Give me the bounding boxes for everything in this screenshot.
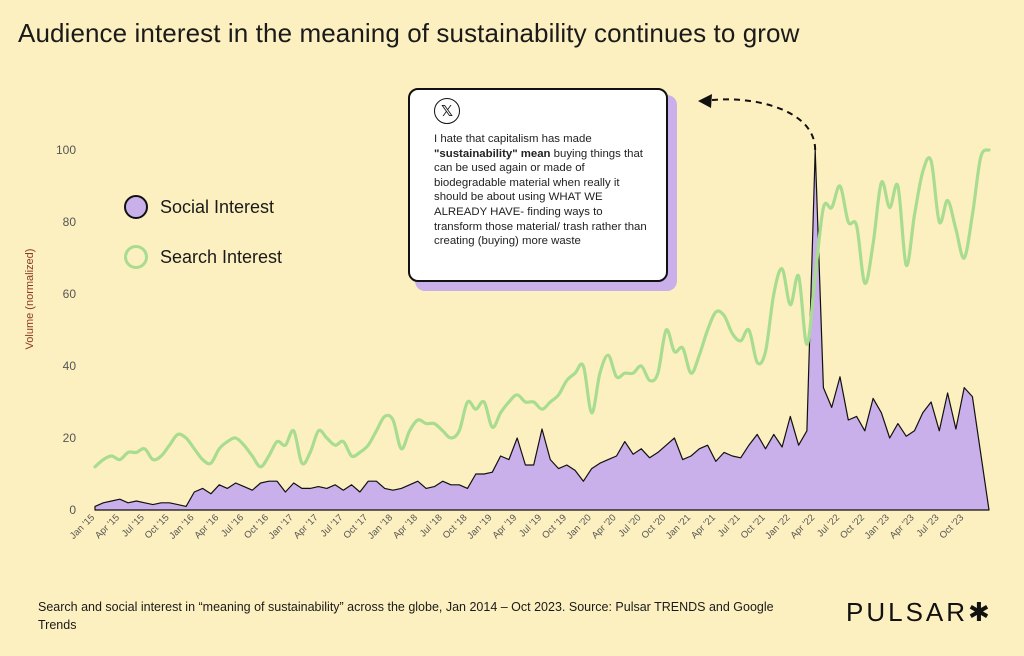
x-tick-label: Jul '16 [219, 512, 246, 539]
brand-name: PULSAR [846, 597, 969, 627]
x-tick-label: Jan '23 [863, 512, 892, 541]
x-tick-label: Jan '20 [565, 512, 594, 541]
x-tick-label: Oct '15 [143, 512, 172, 541]
x-tick-label: Oct '21 [739, 512, 768, 541]
x-tick-label: Jul '18 [418, 512, 445, 539]
legend-label-social: Social Interest [160, 196, 275, 217]
x-tick-label: Oct '17 [341, 512, 370, 541]
series-search-line [93, 148, 991, 469]
x-tick-label: Apr '21 [689, 512, 718, 541]
annotation-arrow [698, 94, 817, 151]
x-tick-label: Oct '18 [441, 512, 470, 541]
tweet-card: 𝕏 I hate that capitalism has made "susta… [408, 88, 668, 282]
legend-label-search: Search Interest [160, 246, 283, 267]
x-tick-label: Apr '20 [590, 512, 619, 541]
y-tick-label: 0 [69, 503, 76, 517]
tweet-text-before: I hate that capitalism has made [434, 133, 592, 145]
y-tick-label: 40 [63, 359, 77, 373]
x-tick-label: Apr '19 [490, 512, 519, 541]
x-tick-label: Oct '22 [838, 512, 867, 541]
x-tick-label: Jan '17 [267, 512, 296, 541]
x-tick-label: Jan '21 [664, 512, 693, 541]
chart-legend: Social Interest Search Interest [124, 182, 282, 282]
series-layer [93, 148, 991, 511]
tweet-text-bold: "sustainability" mean [434, 147, 551, 160]
legend-swatch-social [124, 195, 148, 219]
tweet-text-after: buying things that can be used again or … [434, 147, 647, 248]
tweet-text: I hate that capitalism has made "sustain… [434, 132, 652, 249]
x-tick-label: Jul '20 [616, 512, 643, 539]
x-tick-label: Jan '19 [465, 512, 494, 541]
y-ticks: 0 20 40 60 80 100 [56, 143, 76, 517]
x-tick-label: Jan '18 [366, 512, 395, 541]
legend-item-social: Social Interest [124, 182, 282, 232]
y-tick-label: 80 [63, 215, 77, 229]
x-tick-label: Apr '23 [888, 512, 917, 541]
chart-caption: Search and social interest in “meaning o… [38, 600, 774, 632]
x-tick-label: Jul '15 [120, 512, 147, 539]
brand-star-icon: ✱ [968, 597, 993, 627]
y-tick-label: 60 [63, 287, 77, 301]
x-tick-label: Apr '17 [292, 512, 321, 541]
annotation-arrowhead [698, 94, 712, 108]
brand-logo: PULSAR✱ [846, 597, 993, 628]
legend-swatch-search [124, 245, 148, 269]
annotation-dashed-line [711, 98, 817, 151]
x-tick-label: Oct '19 [540, 512, 569, 541]
x-tick-label: Apr '15 [93, 512, 122, 541]
x-logo-icon: 𝕏 [434, 98, 460, 124]
x-tick-label: Jul '19 [517, 512, 544, 539]
x-tick-label: Jan '16 [167, 512, 196, 541]
x-tick-label: Apr '22 [788, 512, 817, 541]
y-tick-label: 20 [63, 431, 77, 445]
x-tick-label: Jul '21 [716, 512, 743, 539]
x-tick-label: Jul '17 [318, 512, 345, 539]
x-tick-label: Oct '20 [639, 512, 668, 541]
x-tick-label: Oct '23 [937, 512, 966, 541]
legend-item-search: Search Interest [124, 232, 282, 282]
x-tick-label: Jul '23 [914, 512, 941, 539]
x-tick-label: Apr '18 [391, 512, 420, 541]
y-tick-label: 100 [56, 143, 76, 157]
x-tick-label: Jul '22 [815, 512, 842, 539]
x-tick-label: Jan '22 [763, 512, 792, 541]
chart-title: Audience interest in the meaning of sust… [18, 18, 800, 48]
x-tick-label: Oct '16 [242, 512, 271, 541]
x-tick-label: Apr '16 [192, 512, 221, 541]
